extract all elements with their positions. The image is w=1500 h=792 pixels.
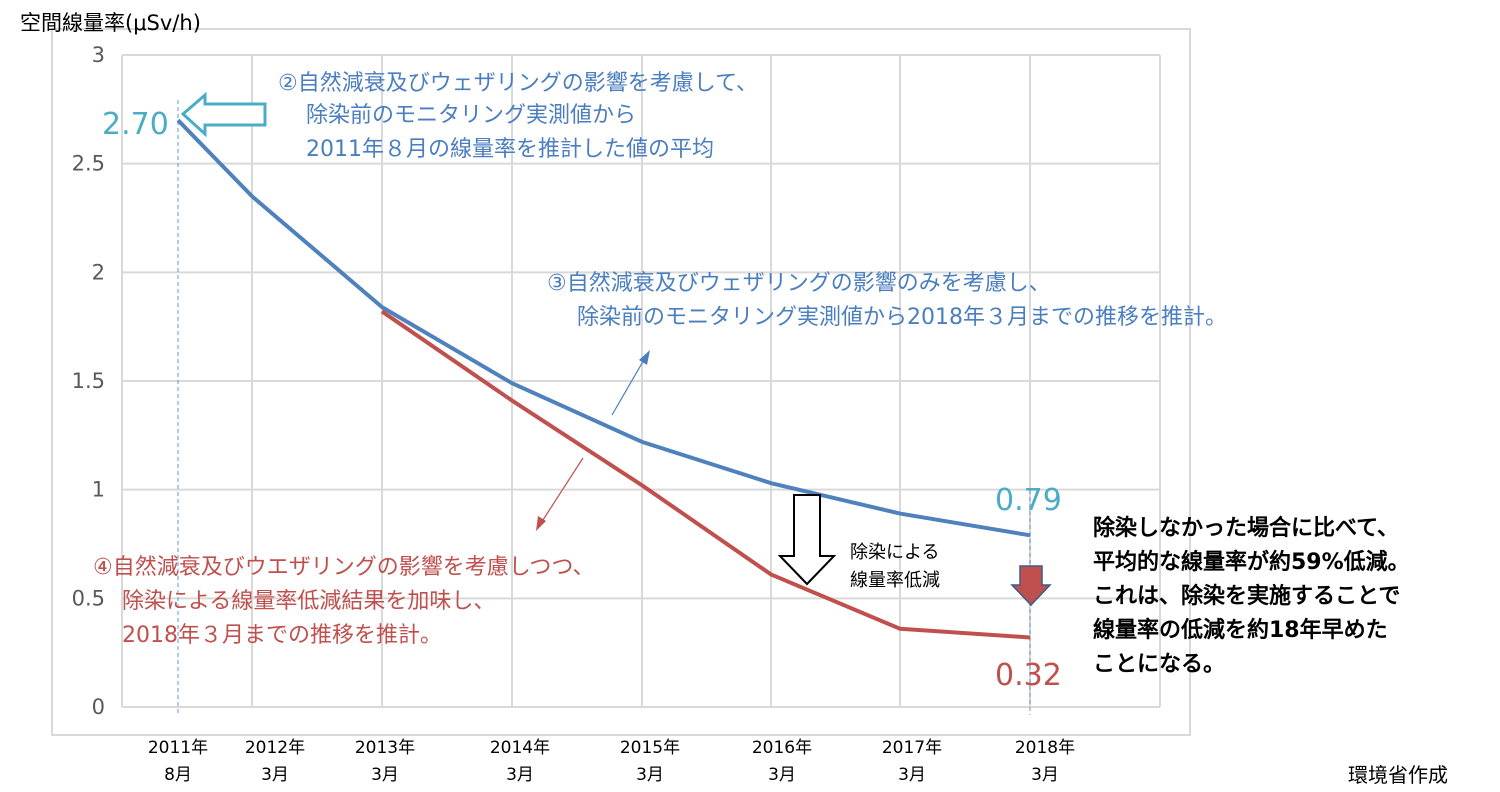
reduction-label-1: 除染による [850, 542, 939, 563]
x-tick-label-year: 2015年 [620, 738, 680, 758]
x-tick-label-year: 2012年 [245, 738, 305, 758]
conclusion-line-1: 除染しなかった場合に比べて、 [1093, 515, 1399, 541]
x-tick-label-month: 3月 [636, 765, 664, 785]
x-tick-label-year: 2011年 [148, 738, 208, 758]
note-2-line-2: 除染前のモニタリング実測値から [306, 103, 636, 128]
y-tick-label: 2.5 [72, 152, 105, 176]
conclusion-line-5: ことになる。 [1093, 652, 1225, 677]
x-tick-label-month: 3月 [768, 765, 796, 785]
note-4-line-2: 除染による線量率低減結果を加味し、 [122, 589, 495, 614]
y-axis-label: 空間線量率(μSv/h) [20, 11, 201, 35]
y-axis: 0 0.5 1 1.5 2 2.5 3 [72, 43, 105, 719]
note-2-line-3: 2011年８月の線量率を推計した値の平均 [306, 137, 714, 162]
x-tick-label-month: 3月 [898, 765, 926, 785]
note-2-line-1: ②自然減衰及びウェザリングの影響を考慮して、 [278, 71, 758, 96]
conclusion-line-2: 平均的な線量率が約59%低減。 [1093, 549, 1410, 575]
x-tick-label-month: 3月 [261, 765, 289, 785]
pointer-line-red [540, 457, 584, 524]
y-tick-label: 0 [92, 695, 105, 719]
down-arrow-hollow-icon [777, 494, 837, 586]
pointer-arrowhead-blue-icon [639, 350, 650, 365]
note-3-line-2: 除染前のモニタリング実測値から2018年３月までの推移を推計。 [577, 305, 1227, 330]
pointer-line-blue [611, 357, 646, 416]
left-arrow-icon [180, 91, 267, 138]
y-tick-label: 1.5 [72, 369, 105, 393]
note-4-line-1: ④自然減衰及びウエザリングの影響を考慮しつつ、 [93, 555, 595, 580]
conclusion-text: 除染しなかった場合に比べて、 平均的な線量率が約59%低減。 これは、除染を実施… [1093, 515, 1410, 677]
x-tick-label-year: 2013年 [355, 738, 415, 758]
x-axis: 2011年 8月 2012年 3月 2013年 3月 2014年 3月 2015年 3月 2016年… [148, 738, 1075, 785]
series-line-natural [176, 118, 1031, 538]
conclusion-line-3: これは、除染を実施することで [1093, 583, 1400, 609]
data-label-start: 2.70 [102, 107, 169, 142]
note-4-line-3: 2018年３月までの推移を推計。 [122, 623, 442, 648]
data-label-end-decontaminated: 0.32 [995, 658, 1062, 693]
down-arrow-red-icon [1010, 565, 1052, 607]
x-tick-label-month: 3月 [371, 765, 399, 785]
x-tick-label-month: 3月 [1031, 765, 1059, 785]
y-tick-label: 0.5 [72, 586, 105, 610]
x-tick-label-year: 2018年 [1015, 738, 1075, 758]
x-tick-label-month: 3月 [506, 765, 534, 785]
data-label-end-natural: 0.79 [995, 483, 1062, 518]
y-tick-label: 2 [92, 260, 105, 284]
x-tick-label-month: 8月 [164, 765, 192, 785]
x-tick-label-year: 2017年 [882, 738, 942, 758]
gridlines [121, 54, 1161, 715]
conclusion-line-4: 線量率の低減を約18年早めた [1093, 617, 1388, 643]
x-tick-label-year: 2016年 [752, 738, 812, 758]
reduction-label-2: 線量率低減 [850, 570, 940, 591]
y-tick-label: 1 [92, 478, 105, 502]
series [176, 118, 1031, 640]
pointer-arrowhead-red-icon [536, 516, 546, 531]
series-line-decontaminated [380, 309, 1031, 640]
chart-frame [51, 28, 1191, 736]
source-note: 環境省作成 [1348, 763, 1448, 787]
y-tick-label: 3 [92, 43, 105, 67]
x-tick-label-year: 2014年 [490, 738, 550, 758]
note-3-line-1: ③自然減衰及びウェザリングの影響のみを考慮し、 [547, 271, 1051, 296]
